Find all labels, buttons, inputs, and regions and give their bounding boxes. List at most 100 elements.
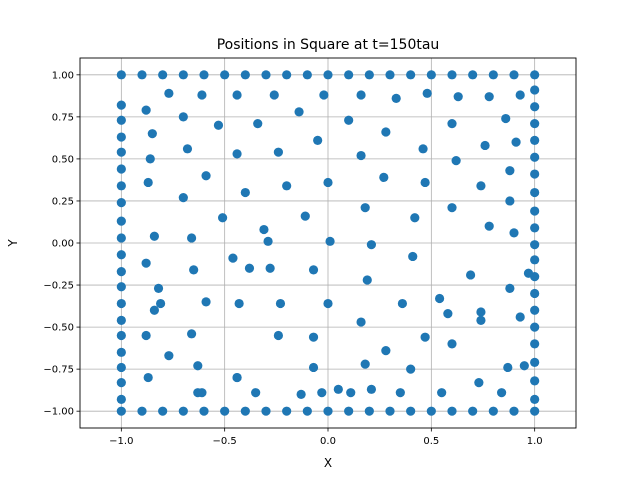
data-point (391, 93, 401, 103)
data-point (344, 115, 354, 125)
data-point (145, 154, 155, 164)
data-point (273, 147, 283, 157)
data-point (484, 221, 494, 231)
data-point (263, 236, 273, 246)
data-point (178, 70, 188, 80)
data-point (362, 275, 372, 285)
data-point (406, 70, 416, 80)
data-point (530, 406, 540, 416)
data-point (187, 233, 197, 243)
x-tick-label: 0.0 (320, 436, 336, 447)
data-point (530, 187, 540, 198)
y-tick-label: −0.50 (43, 323, 74, 334)
data-point (530, 255, 540, 265)
data-point (265, 263, 275, 273)
data-point (484, 92, 494, 102)
data-point (515, 90, 525, 100)
data-point (116, 298, 126, 309)
data-point (530, 339, 540, 349)
data-point (141, 330, 151, 341)
data-point (153, 283, 164, 294)
data-point (420, 177, 430, 188)
data-point (218, 213, 228, 223)
data-point (364, 406, 374, 416)
data-point (530, 70, 540, 80)
data-point (408, 251, 418, 262)
data-point (116, 282, 126, 292)
data-point (282, 181, 292, 191)
data-point (259, 224, 269, 235)
data-point (530, 118, 540, 129)
data-point (294, 107, 304, 117)
data-point (282, 406, 292, 416)
data-point (360, 203, 370, 213)
data-point (197, 388, 207, 398)
y-tick-label: 0.75 (52, 112, 74, 123)
data-point (234, 298, 244, 309)
data-point (149, 231, 159, 241)
x-tick-label: 1.0 (527, 436, 543, 447)
data-point (116, 394, 126, 405)
data-point (325, 236, 335, 246)
data-point (220, 406, 230, 416)
y-tick-label: −1.00 (43, 407, 74, 418)
data-point (141, 258, 151, 268)
data-point (220, 70, 230, 80)
data-point (515, 312, 525, 322)
y-axis-label: Y (6, 239, 20, 248)
x-axis-label: X (324, 456, 332, 470)
data-point (356, 150, 366, 161)
data-point (447, 406, 457, 416)
data-point (149, 305, 159, 315)
data-point (530, 223, 540, 233)
data-point (447, 70, 457, 80)
data-point (530, 357, 540, 368)
data-point (282, 70, 292, 80)
data-point (116, 147, 126, 157)
data-point (116, 164, 126, 174)
data-point (232, 149, 242, 159)
y-tick-label: −0.75 (43, 365, 74, 376)
data-point (116, 100, 126, 110)
data-point (447, 339, 457, 349)
data-point (476, 181, 486, 191)
data-point (426, 406, 436, 416)
data-point (530, 135, 540, 146)
data-point (253, 118, 263, 129)
data-point (511, 137, 521, 147)
data-point (116, 198, 126, 208)
data-point (476, 307, 486, 317)
data-point (519, 361, 529, 371)
data-point (178, 112, 188, 122)
data-point (137, 70, 147, 80)
data-point (300, 211, 310, 221)
data-point (182, 144, 193, 154)
data-point (530, 102, 540, 112)
data-point (199, 70, 209, 80)
data-point (453, 92, 463, 102)
data-point (143, 177, 153, 188)
data-point (447, 118, 457, 129)
data-point (451, 155, 461, 166)
data-point (116, 132, 126, 142)
y-tick-label: 0.50 (52, 154, 74, 165)
data-point (509, 406, 519, 416)
data-point (296, 389, 306, 399)
data-point (344, 406, 354, 416)
data-point (379, 172, 389, 183)
data-point (437, 388, 447, 398)
data-point (488, 70, 498, 80)
data-point (302, 70, 312, 80)
data-point (137, 406, 147, 416)
data-points (116, 70, 540, 416)
data-point (116, 406, 126, 416)
data-point (530, 376, 540, 386)
data-point (201, 171, 211, 181)
data-point (116, 315, 126, 325)
data-point (509, 228, 519, 238)
data-point (435, 293, 445, 304)
data-point (116, 250, 126, 260)
y-axis-ticks: −1.00 −0.75 −0.50 −0.25 0.00 0.25 0.50 0.75 1.00 (43, 70, 80, 418)
data-point (530, 305, 540, 315)
